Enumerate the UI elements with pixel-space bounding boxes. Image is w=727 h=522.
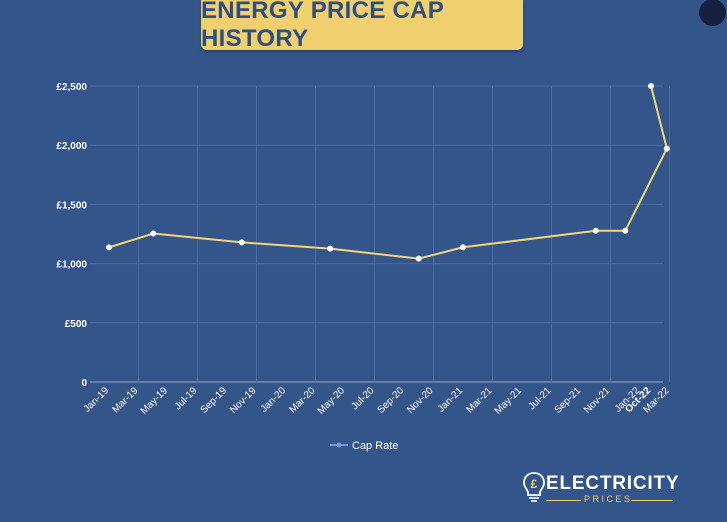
data-point	[663, 145, 670, 152]
lightbulb-icon: £	[523, 472, 545, 502]
x-tick-label: Jul-19	[173, 385, 200, 412]
x-tick-label: Sep-20	[376, 385, 407, 416]
x-tick-label: May-21	[493, 385, 525, 417]
x-tick-label: Sep-19	[199, 385, 230, 416]
logo-rule-right	[631, 500, 673, 501]
x-tick-label: Nov-21	[582, 385, 613, 416]
data-point	[106, 244, 112, 251]
x-tick-label: Jan-19	[82, 385, 112, 415]
corner-dot	[699, 0, 726, 26]
y-tick-label: £1,500	[56, 200, 87, 211]
grid-lines	[90, 85, 670, 383]
legend-marker	[336, 442, 342, 448]
y-tick-label: £2,500	[56, 82, 87, 93]
x-tick-label: Sep-21	[553, 385, 584, 416]
y-tick-label: £1,000	[56, 260, 87, 271]
x-tick-label: Nov-19	[228, 385, 259, 416]
series-line	[108, 85, 668, 260]
x-tick-label: Mar-20	[287, 385, 317, 415]
x-tick-label: Jul-20	[350, 385, 377, 412]
data-point	[622, 227, 629, 234]
electricity-prices-logo: £ ELECTRICITY PRICES	[521, 470, 681, 506]
legend: Cap Rate	[330, 440, 398, 452]
legend-label: Cap Rate	[352, 440, 398, 452]
x-tick-label: Jan-20	[259, 385, 289, 415]
y-tick-label: 0	[81, 378, 87, 389]
data-point	[415, 255, 422, 262]
x-tick-label: May-20	[316, 385, 348, 417]
y-tick-label: £500	[65, 319, 88, 330]
x-tick-label: Mar-21	[464, 385, 494, 415]
x-tick-label: May-19	[139, 385, 171, 417]
x-tick-label: Nov-20	[405, 385, 436, 416]
chart-title: ENERGY PRICE CAP HISTORY	[201, 0, 444, 52]
x-tick-label: Jan-21	[436, 385, 466, 415]
series-cap-rate	[106, 83, 670, 262]
logo-subtitle: PRICES	[584, 494, 633, 504]
pound-symbol: £	[531, 477, 538, 491]
data-point	[648, 83, 654, 89]
data-point	[150, 230, 157, 237]
x-tick-label: Mar-19	[110, 385, 140, 415]
logo-rule-left	[546, 500, 581, 501]
y-axis-ticks: 0 £500 £1,000 £1,500 £2,000 £2,500	[56, 82, 87, 389]
data-point	[592, 227, 599, 234]
data-point	[327, 245, 334, 252]
data-point	[238, 239, 245, 246]
y-tick-label: £2,000	[56, 141, 87, 152]
data-point	[460, 244, 466, 251]
x-tick-label: Jul-21	[527, 385, 554, 412]
logo-wordmark: ELECTRICITY	[546, 473, 680, 494]
title-banner: ENERGY PRICE CAP HISTORY	[201, 0, 523, 52]
